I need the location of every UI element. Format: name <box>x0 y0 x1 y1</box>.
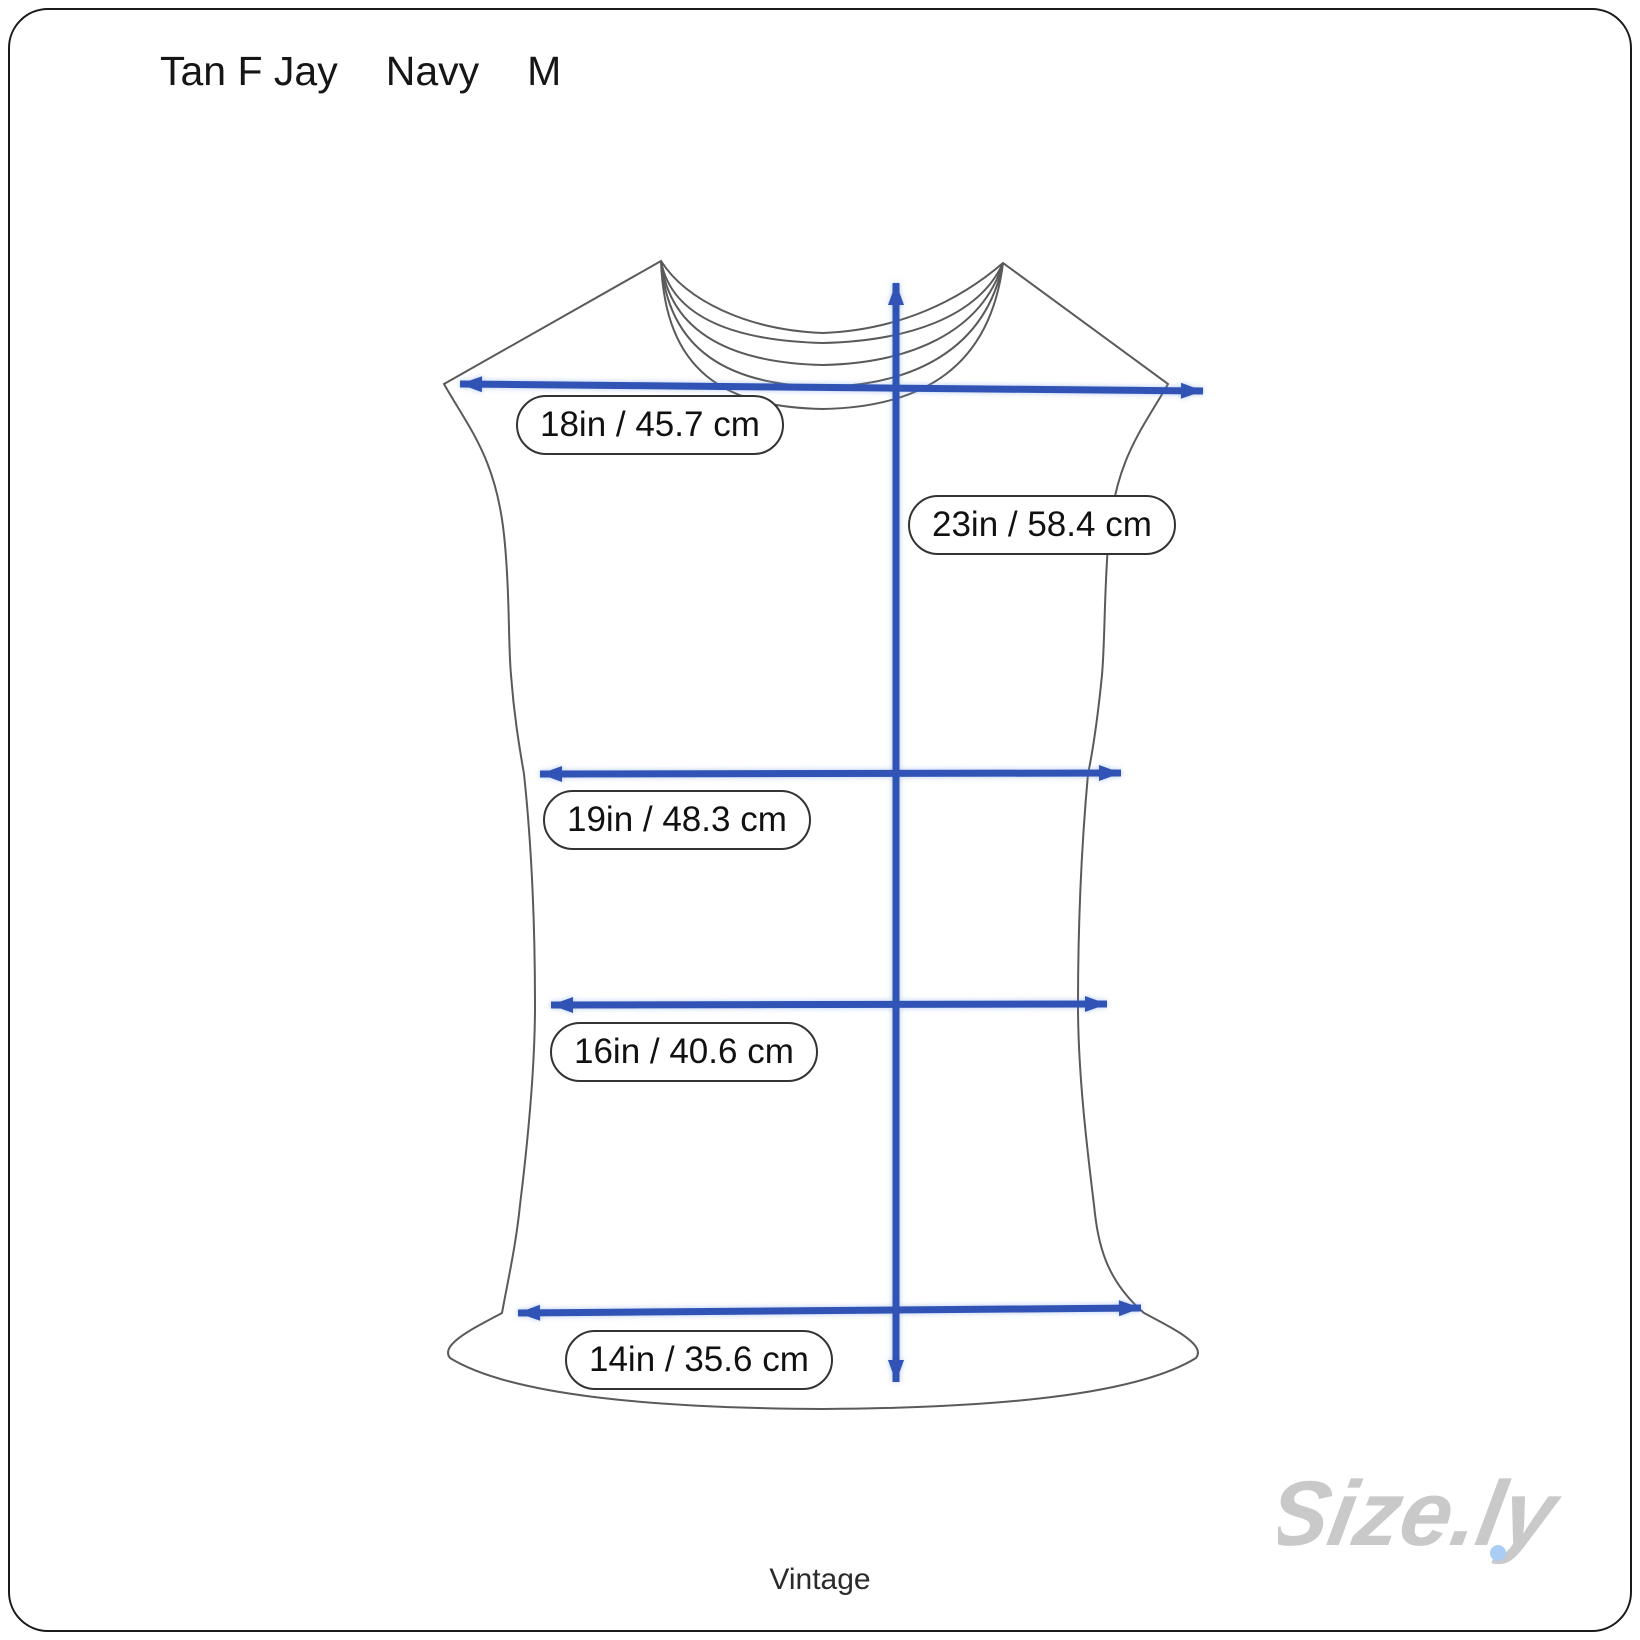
svg-text:Size.ly: Size.ly <box>1278 1462 1569 1565</box>
